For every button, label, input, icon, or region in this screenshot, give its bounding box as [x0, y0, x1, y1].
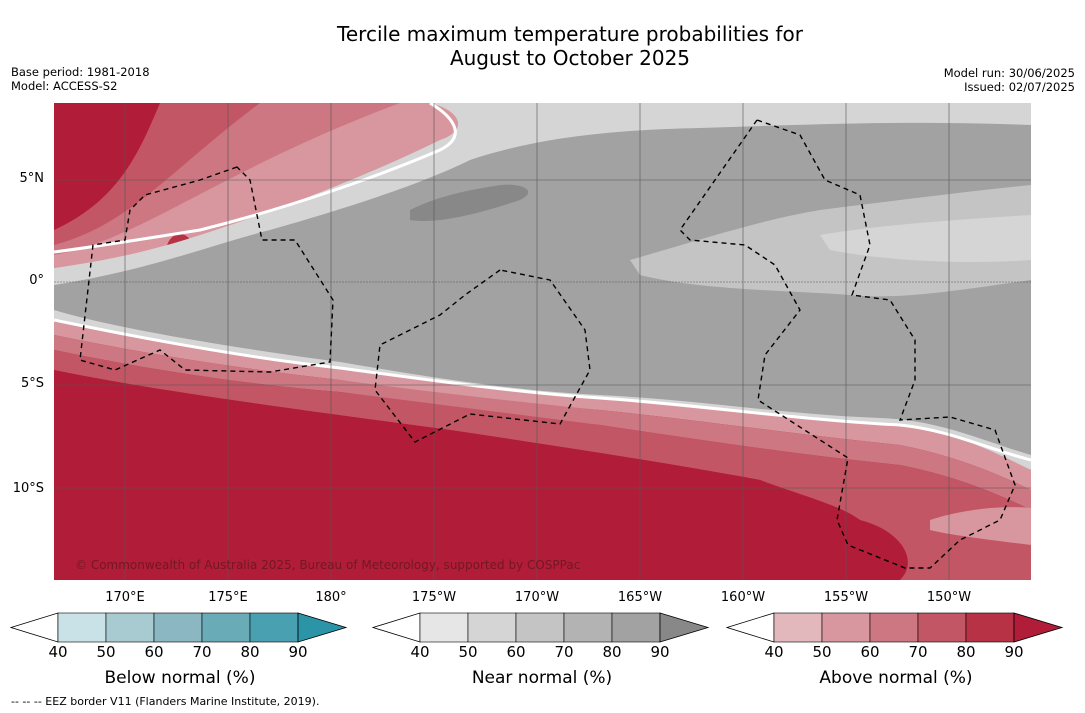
meta-left: Base period: 1981-2018 Model: ACCESS-S2 — [11, 65, 150, 93]
colorbar-title-above: Above normal (%) — [819, 668, 973, 688]
colorbar-tick-label: 60 — [860, 643, 880, 661]
colorbar-tick-label: 50 — [96, 643, 116, 661]
probability-field — [54, 103, 1031, 580]
colorbar-segment — [821, 612, 871, 643]
colorbar-tick-label: 90 — [288, 643, 308, 661]
eez-borders — [79, 119, 1016, 569]
colorbar-extend-right — [659, 612, 710, 643]
boundary-line-south — [54, 318, 1031, 462]
colorbar-below-normal — [10, 612, 348, 643]
colorbar-tick-label: 60 — [506, 643, 526, 661]
eez-legend-footer: -- -- -- EEZ border V11 (Flanders Marine… — [11, 695, 320, 708]
colorbar-title-near: Near normal (%) — [471, 668, 613, 688]
colorbar-tick-label: 80 — [240, 643, 260, 661]
colorbar-tick-label: 50 — [458, 643, 478, 661]
lon-label-175e: 175°E — [208, 590, 248, 605]
eez-border-kiribati-west — [79, 166, 334, 373]
near-normal-60 — [54, 122, 1031, 455]
colorbar-segment — [249, 612, 299, 643]
dark-grey-patch — [410, 184, 529, 221]
colorbar-extend-left — [726, 612, 775, 643]
title-line-2: August to October 2025 — [449, 46, 691, 70]
near-normal-40-patch — [820, 215, 1031, 262]
above-normal-se-patch — [930, 507, 1031, 545]
colorbar-tick-label: 40 — [764, 643, 784, 661]
colorbar-segment — [611, 612, 661, 643]
colorbar-segment — [869, 612, 919, 643]
lon-label-180: 180° — [315, 590, 347, 605]
lat-label-10s: 10°S — [12, 481, 44, 496]
copyright-notice: © Commonwealth of Australia 2025, Bureau… — [75, 558, 581, 572]
lat-label-5s: 5°S — [20, 376, 44, 391]
eez-border-phoenix — [374, 269, 591, 443]
lon-label-170w: 170°W — [514, 590, 560, 605]
lon-label-170e: 170°E — [105, 590, 145, 605]
eez-border-line-islands — [679, 119, 1016, 569]
colorbar-extend-right — [297, 612, 348, 643]
colorbar-segment — [57, 612, 107, 643]
base-period: Base period: 1981-2018 — [11, 65, 150, 79]
meta-right: Model run: 30/06/2025 Issued: 02/07/2025 — [944, 66, 1075, 94]
colorbar-segment — [467, 612, 517, 643]
colorbar-tick-label: 70 — [908, 643, 928, 661]
colorbar-segment — [773, 612, 823, 643]
lat-label-0: 0° — [29, 273, 44, 288]
above-normal-nw-60 — [54, 103, 1031, 262]
colorbar-tick-label: 50 — [812, 643, 832, 661]
colorbar-tick-label: 80 — [602, 643, 622, 661]
model-name: Model: ACCESS-S2 — [11, 79, 118, 93]
lon-label-165w: 165°W — [617, 590, 663, 605]
colorbar-above-normal — [726, 612, 1064, 643]
colorbar-segment — [105, 612, 155, 643]
above-normal-s-70 — [54, 350, 1031, 580]
boundary-line-north — [54, 103, 457, 254]
model-run: Model run: 30/06/2025 — [943, 66, 1075, 80]
colorbar-tick-label: 40 — [410, 643, 430, 661]
colorbar-near-normal — [372, 612, 710, 643]
lon-label-175w: 175°W — [411, 590, 457, 605]
colorbar-extend-right — [1013, 612, 1064, 643]
colorbar-tick-label: 70 — [554, 643, 574, 661]
above-normal-s-90 — [54, 370, 871, 580]
issued-date: Issued: 02/07/2025 — [964, 80, 1075, 94]
colorbar-segment — [419, 612, 469, 643]
colorbar-segment — [563, 612, 613, 643]
colorbar-title-below: Below normal (%) — [104, 668, 256, 688]
lon-label-155w: 155°W — [823, 590, 869, 605]
colorbar-tick-label: 60 — [144, 643, 164, 661]
colorbar-segment — [917, 612, 967, 643]
colorbar-tick-label: 70 — [192, 643, 212, 661]
colorbar-extend-left — [372, 612, 421, 643]
colorbar-extend-left — [10, 612, 59, 643]
lon-label-150w: 150°W — [926, 590, 972, 605]
colorbar-tick-label: 80 — [956, 643, 976, 661]
colorbar-segment — [201, 612, 251, 643]
colorbar-tick-label: 90 — [1004, 643, 1024, 661]
title-line-1: Tercile maximum temperature probabilitie… — [337, 22, 803, 46]
colorbar-segment — [965, 612, 1015, 643]
gridlines — [54, 103, 1031, 580]
colorbar-tick-label: 90 — [650, 643, 670, 661]
map-title: Tercile maximum temperature probabilitie… — [0, 22, 1085, 70]
colorbar-segment — [153, 612, 203, 643]
colorbar-segment — [515, 612, 565, 643]
lat-label-5n: 5°N — [19, 171, 45, 186]
lon-label-160w: 160°W — [720, 590, 766, 605]
colorbar-tick-label: 40 — [48, 643, 68, 661]
above-normal-s-60 — [54, 335, 1031, 510]
